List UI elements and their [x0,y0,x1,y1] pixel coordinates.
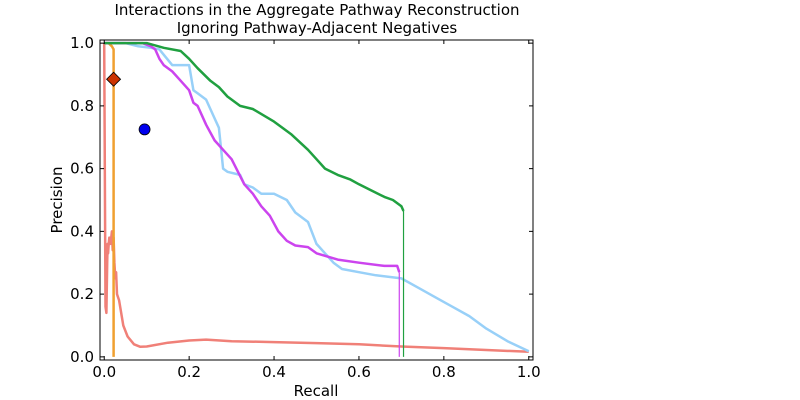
x-tick-label: 0.4 [262,363,286,381]
chart-title-line-1: Interactions in the Aggregate Pathway Re… [114,1,519,19]
series-line-1 [102,43,529,354]
series-line-3 [104,41,530,353]
x-tick-label: 0.2 [177,363,201,381]
x-tick-label: 1.0 [517,363,541,381]
axis-ticks: 0.0 0.2 0.4 0.6 0.8 1.0 0.0 0.2 0.4 0.6 0.8 1.0 [70,34,541,381]
y-tick-label: 0.6 [70,160,94,178]
y-tick-label: 0.0 [70,348,94,366]
x-tick-label: 0.6 [347,363,371,381]
y-tick-label: 0.4 [70,222,94,240]
plot-area [102,41,530,357]
point-marker-diamond [106,71,122,87]
plot-frame [99,39,534,361]
y-tick-label: 1.0 [70,34,94,52]
x-tick-label: 0.8 [432,363,456,381]
point-marker-circle [138,123,151,136]
series-line-5 [104,41,405,212]
y-tick-label: 0.2 [70,285,94,303]
x-axis-label: Recall [294,382,339,400]
y-axis-label: Precision [48,167,66,234]
chart-title-line-2: Ignoring Pathway-Adjacent Negatives [177,19,458,37]
y-tick-label: 0.8 [70,97,94,115]
series-line-4 [104,41,401,273]
x-tick-label: 0.0 [92,363,116,381]
